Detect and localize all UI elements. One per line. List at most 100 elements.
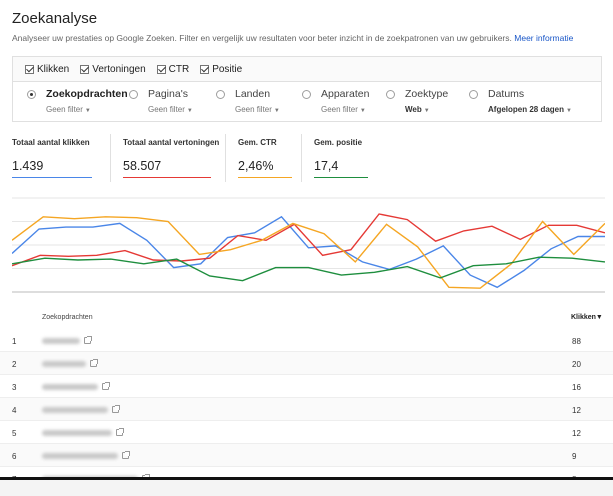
row-number: 1 xyxy=(12,337,17,346)
dimension-filter[interactable]: Geen filter ▼ xyxy=(148,105,193,114)
redacted-query xyxy=(42,360,86,367)
dimension-label: Apparaten xyxy=(321,88,370,100)
query-text[interactable] xyxy=(42,451,130,460)
kpi-label: Gem. positie xyxy=(314,138,363,147)
row-clicks: 20 xyxy=(572,360,581,369)
table-row[interactable]: 1 88 xyxy=(0,329,613,352)
kpi-value: 17,4 xyxy=(314,159,339,173)
toggle-label: Klikken xyxy=(37,63,70,75)
checkbox-icon[interactable] xyxy=(156,64,166,74)
external-link-icon[interactable] xyxy=(90,359,98,367)
external-link-icon[interactable] xyxy=(122,451,130,459)
radio-icon[interactable] xyxy=(469,90,478,99)
external-link-icon[interactable] xyxy=(116,428,124,436)
queries-table: Zoekopdrachten Klikken▼ 1 88 2 20 3 16 4 12 5 12 6… xyxy=(0,308,613,490)
page-footer-area xyxy=(0,480,613,496)
page-title: Zoekanalyse xyxy=(12,10,98,27)
query-text[interactable] xyxy=(42,382,110,391)
row-number: 3 xyxy=(12,383,17,392)
table-header: Zoekopdrachten Klikken▼ xyxy=(0,308,613,329)
row-clicks: 12 xyxy=(572,429,581,438)
row-number: 5 xyxy=(12,429,17,438)
kpi-impressions[interactable]: Totaal aantal vertoningen 58.507 xyxy=(110,134,225,182)
divider xyxy=(0,477,613,480)
row-clicks: 9 xyxy=(572,452,577,461)
dimension-filter[interactable]: Geen filter ▼ xyxy=(235,105,280,114)
toggle-label: CTR xyxy=(168,63,190,75)
caret-down-icon: ▼ xyxy=(423,108,430,114)
table-row[interactable]: 2 20 xyxy=(0,352,613,375)
caret-down-icon: ▼ xyxy=(84,108,91,114)
radio-icon[interactable] xyxy=(129,90,138,99)
redacted-query xyxy=(42,429,112,436)
dimension-label: Zoektype xyxy=(405,88,449,100)
dimension-filter[interactable]: Geen filter ▼ xyxy=(46,105,91,114)
dimension-label: Pagina's xyxy=(148,88,188,100)
performance-chart[interactable] xyxy=(12,192,605,304)
row-number: 4 xyxy=(12,406,17,415)
page-subtitle: Analyseer uw prestaties op Google Zoeken… xyxy=(12,33,573,43)
checkbox-icon[interactable] xyxy=(25,64,34,74)
kpi-label: Gem. CTR xyxy=(238,138,277,147)
radio-icon[interactable] xyxy=(386,90,395,99)
subtitle-text: Analyseer uw prestaties op Google Zoeken… xyxy=(12,33,512,43)
table-row[interactable]: 3 16 xyxy=(0,375,613,398)
chart-series-line-3[interactable] xyxy=(12,256,605,282)
row-clicks: 16 xyxy=(572,383,581,392)
kpi-label: Totaal aantal klikken xyxy=(12,138,90,147)
kpi-color-line xyxy=(123,176,211,178)
chart-series-line-0[interactable] xyxy=(12,215,605,289)
chart-series-line-1[interactable] xyxy=(12,213,605,267)
metric-toggles: Klikken Vertoningen CTR Positie xyxy=(12,56,602,82)
kpi-ctr[interactable]: Gem. CTR 2,46% xyxy=(225,134,301,182)
query-text[interactable] xyxy=(42,336,92,345)
caret-down-icon: ▼ xyxy=(273,108,280,114)
redacted-query xyxy=(42,337,80,344)
kpi-value: 1.439 xyxy=(12,159,44,173)
query-text[interactable] xyxy=(42,359,98,368)
kpi-color-line xyxy=(314,176,368,178)
query-text[interactable] xyxy=(42,428,124,437)
toggle-clicks[interactable]: Klikken xyxy=(25,64,69,75)
toggle-label: Vertoningen xyxy=(92,63,146,75)
dimension-selector: Zoekopdrachten Geen filter ▼ Pagina's Gee… xyxy=(12,82,602,122)
kpi-value: 2,46% xyxy=(238,159,274,173)
chart-series-line-2[interactable] xyxy=(12,216,605,289)
kpi-position[interactable]: Gem. positie 17,4 xyxy=(301,134,379,182)
row-number: 2 xyxy=(12,360,17,369)
dimension-label: Zoekopdrachten xyxy=(46,88,128,100)
row-clicks: 12 xyxy=(572,406,581,415)
dimension-filter[interactable]: Web ▼ xyxy=(405,105,430,114)
external-link-icon[interactable] xyxy=(84,336,92,344)
kpi-color-line xyxy=(238,176,292,178)
redacted-query xyxy=(42,406,108,413)
redacted-query xyxy=(42,383,98,390)
kpi-clicks[interactable]: Totaal aantal klikken 1.439 xyxy=(12,134,110,182)
caret-down-icon: ▼ xyxy=(359,108,366,114)
checkbox-icon[interactable] xyxy=(80,64,90,74)
toggle-label: Positie xyxy=(212,63,243,75)
dimension-filter[interactable]: Geen filter ▼ xyxy=(321,105,366,114)
external-link-icon[interactable] xyxy=(102,382,110,390)
radio-icon[interactable] xyxy=(27,90,36,99)
kpi-color-line xyxy=(12,176,92,178)
column-header-queries[interactable]: Zoekopdrachten xyxy=(42,314,93,321)
checkbox-icon[interactable] xyxy=(200,64,210,74)
table-row[interactable]: 5 12 xyxy=(0,421,613,444)
column-header-clicks[interactable]: Klikken▼ xyxy=(571,314,603,321)
dimension-filter[interactable]: Afgelopen 28 dagen ▼ xyxy=(488,105,572,114)
toggle-position[interactable]: Positie xyxy=(200,64,242,75)
toggle-impressions[interactable]: Vertoningen xyxy=(80,63,146,75)
table-row[interactable]: 4 12 xyxy=(0,398,613,421)
more-info-link[interactable]: Meer informatie xyxy=(514,33,574,43)
redacted-query xyxy=(42,452,118,459)
sort-desc-icon: ▼ xyxy=(595,314,603,321)
external-link-icon[interactable] xyxy=(112,405,120,413)
query-text[interactable] xyxy=(42,405,120,414)
dimension-label: Datums xyxy=(488,88,525,100)
toggle-ctr[interactable]: CTR xyxy=(156,63,190,75)
radio-icon[interactable] xyxy=(216,90,225,99)
kpi-summary: Totaal aantal klikken 1.439 Totaal aanta… xyxy=(12,134,379,182)
radio-icon[interactable] xyxy=(302,90,311,99)
